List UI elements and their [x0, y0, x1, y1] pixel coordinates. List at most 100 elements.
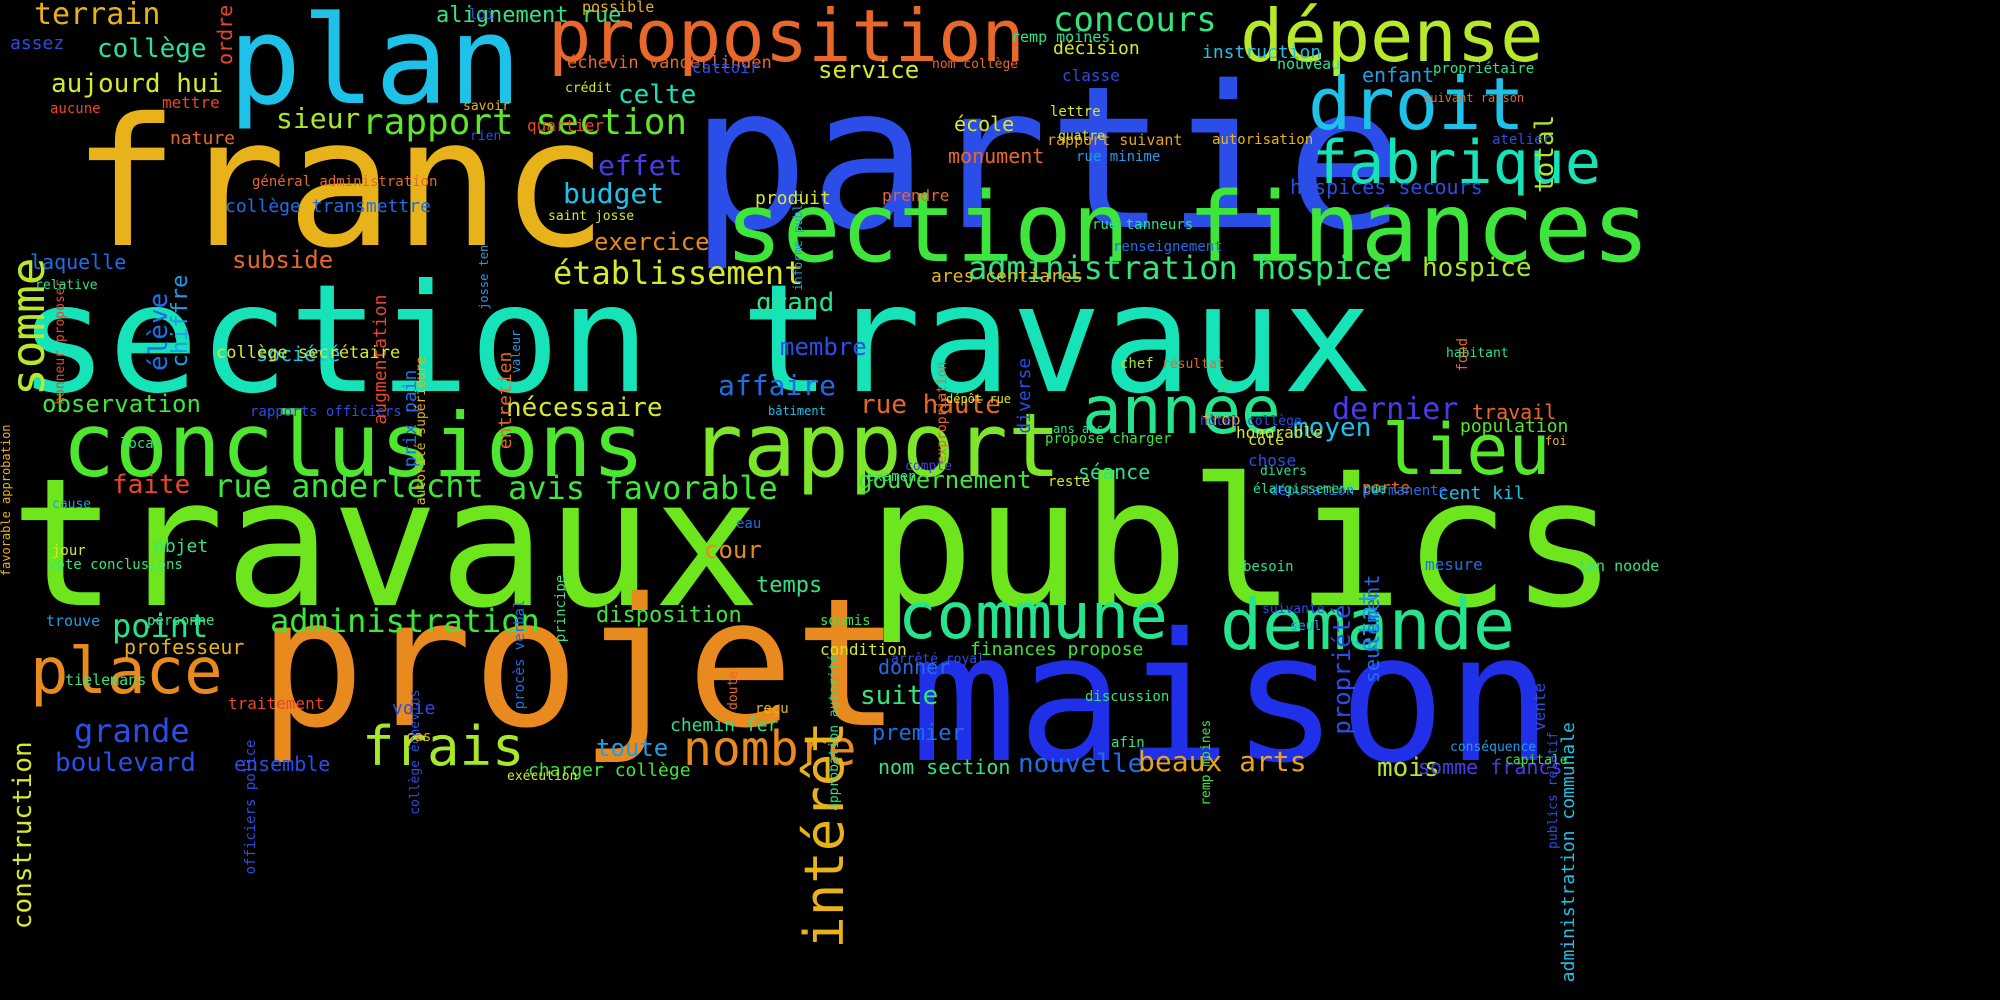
word-point: point	[112, 607, 209, 645]
word-rapports-officiers: rapports officiers	[250, 404, 402, 420]
word-école: école	[954, 112, 1015, 136]
word-année: année	[1082, 372, 1281, 449]
word-nature: nature	[170, 128, 236, 149]
word-maison: maison	[910, 595, 1553, 802]
word-vote-conclusions: vote conclusions	[48, 557, 183, 573]
word-foi: foi	[1545, 434, 1567, 448]
word-terrain: terrain	[34, 0, 161, 32]
word-finances-propose: finances propose	[970, 639, 1144, 660]
word-conséquence: conséquence	[1450, 740, 1537, 755]
word-gouvernement: gouvernement	[858, 466, 1032, 494]
word-cause: cause	[52, 497, 92, 512]
word-reste: reste	[1048, 474, 1091, 490]
word-ordre: ordre	[213, 4, 237, 65]
word-plan: plan	[228, 0, 522, 132]
word-rapport-section: rapport section	[362, 102, 688, 143]
word-élargissement-rue: élargissement rue	[1253, 482, 1387, 497]
word-instruction: instruction	[1202, 42, 1322, 63]
word-dernier: dernier	[1332, 392, 1459, 427]
word-hospice: hospice	[1422, 253, 1532, 283]
word-valeur: valeur	[509, 329, 523, 374]
word-moyen: moyen	[1293, 413, 1372, 443]
word-nouvelle: nouvelle	[1018, 749, 1144, 779]
word-saint-josse: saint josse	[548, 209, 635, 224]
word-compte: compte	[905, 459, 952, 474]
word-discussion: discussion	[1085, 689, 1170, 705]
word-doute: doute	[726, 670, 741, 710]
word-atelier: atelier	[1492, 132, 1552, 148]
word-grande: grande	[74, 712, 190, 750]
word-publics-relatif: publics relatif	[1546, 731, 1561, 849]
word-alignement-rue: alignement rue	[436, 3, 622, 28]
word-soumis: soumis	[820, 613, 871, 629]
word-dépense: dépense	[1240, 0, 1544, 78]
word-eau: eau	[736, 516, 762, 532]
word-rue-anderlecht: rue anderlecht	[214, 467, 484, 505]
word-administration: administration	[270, 602, 540, 640]
word-crédit: crédit	[565, 81, 612, 96]
word-chiffre: chiffre	[168, 274, 193, 368]
word-charger-collège: charger collège	[528, 760, 691, 781]
word-séance: séance	[1078, 460, 1151, 484]
word-remp-moines: remp moines	[1011, 28, 1111, 46]
word-membre: membre	[780, 333, 867, 361]
word-échevin-vanderlinden: échevin vanderlinden	[567, 53, 772, 73]
word-rapport-suivant: rapport suivant	[1047, 131, 1183, 149]
word-professeur: professeur	[124, 635, 245, 659]
word-franc: franc	[72, 80, 608, 287]
word-possible: possible	[582, 0, 655, 16]
word-classe: classe	[1062, 66, 1120, 85]
word-nom-collège: nom collège	[932, 57, 1019, 72]
word-cour: cour	[704, 536, 762, 564]
word-reçu: reçu	[755, 701, 789, 717]
word-collège-secrétaire: collège secrétaire	[216, 343, 401, 363]
word-rue-minime: rue minime	[1076, 149, 1161, 165]
word-sieur: sieur	[276, 102, 361, 135]
word-autorité-supérieure: autorité supérieure	[414, 356, 429, 506]
word-prendre: prendre	[882, 186, 950, 205]
word-assez: assez	[10, 33, 65, 54]
word-honneur-proposer: honneur proposer	[53, 279, 68, 405]
word-trop: trop	[1202, 410, 1241, 429]
word-total: total	[1530, 114, 1560, 193]
word-aucune: aucune	[50, 101, 101, 117]
word-propriétaire: propriétaire	[1433, 61, 1535, 77]
word-grand: grand	[756, 288, 835, 318]
word-nom-section: nom section	[878, 755, 1011, 779]
word-condition: condition	[820, 640, 907, 659]
word-nouveau: nouveau	[1277, 55, 1341, 73]
word-subside: subside	[232, 246, 334, 274]
word-boulevard: boulevard	[55, 748, 196, 778]
word-observation: observation	[42, 390, 201, 418]
word-ten-noode: ten noode	[1578, 557, 1660, 575]
word-général-administration: général administration	[252, 174, 438, 190]
word-travail: travail	[1472, 400, 1557, 424]
word-vente: vente	[1530, 682, 1549, 731]
word-cas: cas	[406, 729, 432, 745]
word-chose: chose	[1248, 451, 1297, 470]
word-savoir: savoir	[463, 99, 510, 114]
word-population: population	[1460, 416, 1569, 437]
word-collège-transmettre: collège transmettre	[225, 196, 431, 217]
word-chemin-fer: chemin fer	[670, 715, 779, 736]
word-trouve: trouve	[46, 612, 101, 630]
word-ensemble: ensemble	[234, 752, 331, 776]
word-afin: afin	[1111, 735, 1145, 751]
word-relative: relative	[35, 278, 98, 293]
word-administration-hospice: administration hospice	[968, 249, 1392, 287]
word-personne: personne	[147, 613, 215, 629]
word-mettre: mettre	[162, 93, 220, 112]
word-honorable: honorable	[1236, 423, 1323, 442]
word-bâtiment: bâtiment	[768, 404, 826, 418]
word-produit: produit	[755, 188, 831, 209]
word-projet: projet	[258, 560, 901, 767]
word-établissement: établissement	[553, 254, 804, 292]
word-collège-échevins: collège échevins	[408, 689, 423, 815]
word-chef: chef	[1120, 356, 1154, 372]
word-porte: porte	[1362, 478, 1411, 497]
word-officiers-police: officiers police	[243, 739, 259, 875]
word-collège: collège	[97, 34, 207, 64]
word-divers: divers	[1260, 464, 1307, 479]
word-société: société	[256, 342, 341, 366]
